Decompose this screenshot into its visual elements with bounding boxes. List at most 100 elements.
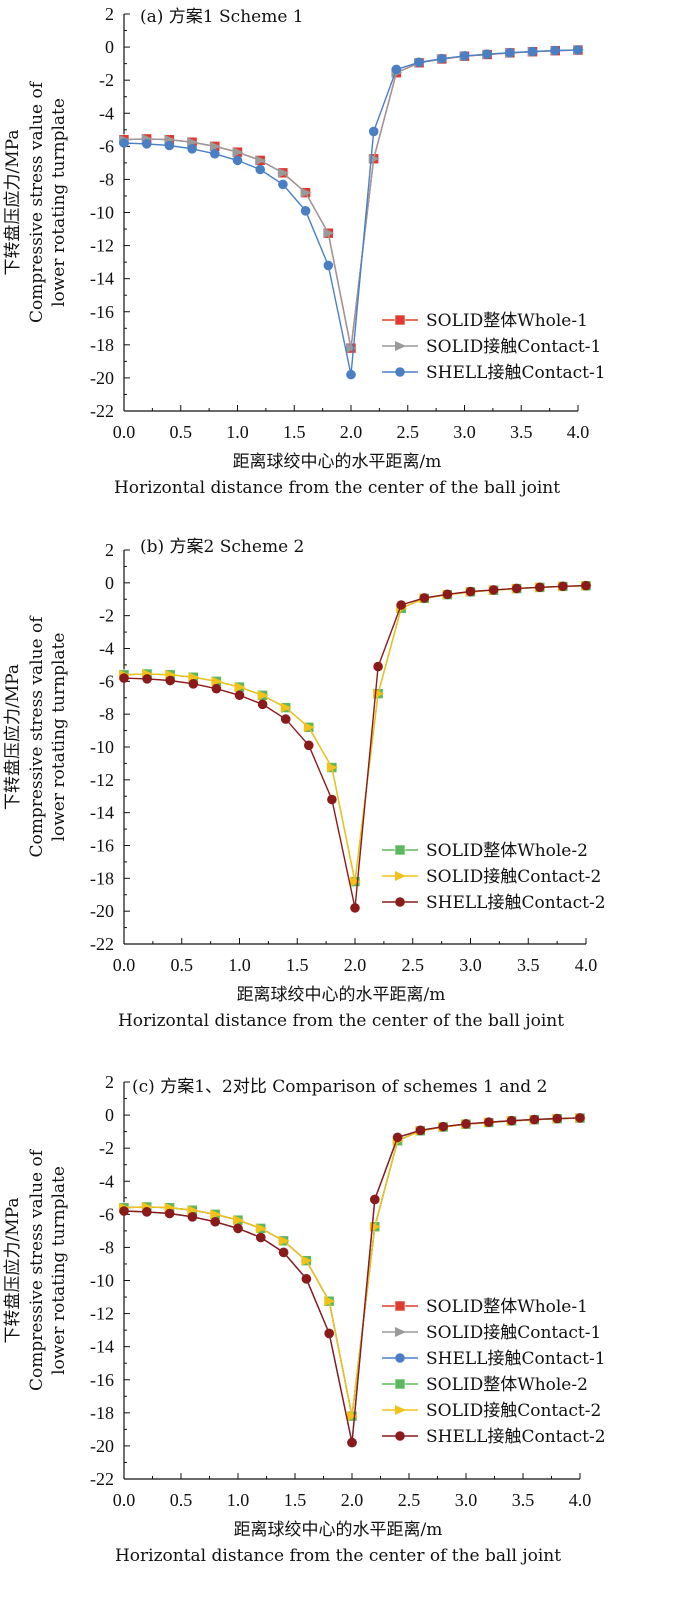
x-tick-label: 2.0	[341, 1490, 364, 1510]
series-group	[119, 1113, 585, 1448]
data-point	[255, 155, 267, 166]
data-point	[373, 661, 383, 672]
y-tick-label: -12	[90, 1304, 114, 1324]
data-point	[465, 586, 476, 597]
data-point	[187, 1212, 198, 1222]
data-point	[301, 1255, 313, 1266]
y-tick-label: -20	[90, 901, 114, 921]
chart-panel-a: 2 0 -2 -4 -6 -8 -10 -12 -14 -16 -18 -20 -22 0.0 0.5 1.0…	[0, 0, 700, 520]
y-tick-label: -18	[90, 868, 114, 888]
legend-marker	[394, 1300, 406, 1312]
data-point	[484, 1117, 494, 1127]
data-point	[505, 47, 515, 58]
x-axis-label-cn: 距离球绞中心的水平距离/m	[233, 452, 442, 472]
data-point	[234, 690, 245, 701]
data-point	[233, 1223, 243, 1234]
x-tick-label: 0.5	[170, 422, 193, 442]
legend-label: SHELL接触Contact-2	[426, 893, 606, 913]
y-tick-label: -8	[99, 704, 114, 724]
x-tick-label: 3.0	[453, 422, 476, 442]
x-tick-label: 1.5	[286, 955, 309, 975]
data-point	[391, 64, 402, 75]
x-tick-label: 1.5	[283, 422, 306, 442]
series-group	[119, 580, 591, 913]
data-point	[210, 1209, 222, 1220]
x-tick-label: 3.5	[512, 1490, 535, 1510]
y-tick-label: -14	[90, 803, 114, 823]
x-tick-label: 1.0	[227, 1490, 250, 1510]
y-tick-label: -8	[99, 1237, 114, 1257]
data-point	[552, 1113, 562, 1124]
series-line	[123, 585, 587, 882]
data-point	[164, 1208, 175, 1219]
data-point	[300, 187, 312, 198]
x-tick-label: 2.5	[398, 1490, 421, 1510]
series-group	[119, 1113, 585, 1448]
y-tick-label: 2	[105, 540, 114, 560]
chart-title: (b) 方案2 Scheme 2	[140, 537, 304, 557]
y-tick-label: -22	[90, 1469, 114, 1489]
y-axis-label-en-1: Compressive stress value of	[27, 615, 47, 858]
y-tick-label: -4	[99, 103, 114, 123]
data-point	[234, 682, 246, 693]
y-tick-label: 0	[105, 37, 114, 57]
data-point	[255, 1223, 267, 1234]
series-group	[119, 45, 583, 380]
data-point	[255, 164, 265, 175]
data-point	[461, 1119, 471, 1129]
x-tick-label: 1.5	[284, 1490, 307, 1510]
series-line	[123, 49, 579, 349]
data-point	[280, 702, 292, 713]
legend-label: SOLID整体Whole-1	[426, 1297, 588, 1317]
y-tick-label: -2	[99, 606, 114, 626]
y-tick-label: -10	[90, 1271, 114, 1291]
data-point	[257, 699, 268, 710]
data-point	[482, 49, 493, 59]
data-point	[278, 179, 288, 190]
x-axis-label-cn: 距离球绞中心的水平距离/m	[234, 1520, 443, 1540]
data-point	[233, 1215, 244, 1226]
x-tick-label: 0.5	[171, 955, 194, 975]
data-point	[575, 1113, 585, 1123]
y-axis-label-cn: 下转盘压应力/MPa	[3, 1198, 23, 1344]
data-point	[304, 740, 314, 751]
data-point	[327, 794, 337, 805]
y-tick-label: -4	[99, 1171, 114, 1191]
data-point	[437, 53, 447, 64]
y-axis-label-en-2: lower rotating turnplate	[49, 1166, 69, 1375]
x-axis-label-cn: 距离球绞中心的水平距离/m	[237, 985, 446, 1005]
chart-b-svg: 2 0 -2 -4 -6 -8 -10 -12 -14 -16 -18 -20 -220.0 0.5 1.0…	[3, 537, 606, 1031]
data-point	[346, 369, 356, 380]
data-point	[442, 589, 453, 600]
data-point	[419, 593, 430, 603]
data-point	[119, 1206, 129, 1216]
data-point	[209, 141, 221, 152]
data-point	[558, 581, 568, 592]
data-point	[255, 1232, 266, 1243]
data-point	[277, 167, 289, 178]
x-tick-label: 0.5	[170, 1490, 193, 1510]
x-tick-label: 0.0	[113, 422, 136, 442]
y-tick-label: -14	[90, 1337, 114, 1357]
data-point	[257, 690, 269, 701]
data-point	[414, 57, 424, 68]
x-tick-label: 3.5	[510, 422, 533, 442]
legend-marker	[395, 871, 406, 881]
x-axis-label-en: Horizontal distance from the center of t…	[114, 478, 560, 498]
data-point	[573, 45, 583, 55]
data-point	[350, 876, 361, 887]
x-tick-label: 0.0	[113, 955, 136, 975]
y-tick-label: -16	[90, 1370, 114, 1390]
data-point	[324, 1328, 335, 1339]
data-point	[211, 676, 223, 687]
y-tick-label: -6	[99, 671, 114, 691]
y-tick-label: -10	[90, 203, 114, 223]
data-point	[278, 1235, 290, 1246]
data-point	[232, 147, 244, 158]
y-tick-label: -2	[99, 70, 114, 90]
data-point	[370, 1194, 380, 1205]
y-axis-label-cn: 下转盘压应力/MPa	[3, 130, 23, 276]
series-line	[123, 1117, 581, 1417]
legend-label: SHELL接触Contact-1	[426, 363, 606, 383]
legend-label: SHELL接触Contact-2	[426, 1427, 606, 1447]
